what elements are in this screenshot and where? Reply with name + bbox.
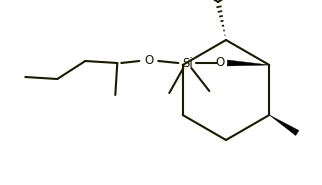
Polygon shape <box>227 60 269 66</box>
Polygon shape <box>269 115 299 136</box>
Text: Si: Si <box>182 56 193 70</box>
Text: O: O <box>145 53 154 66</box>
Text: O: O <box>216 56 225 68</box>
